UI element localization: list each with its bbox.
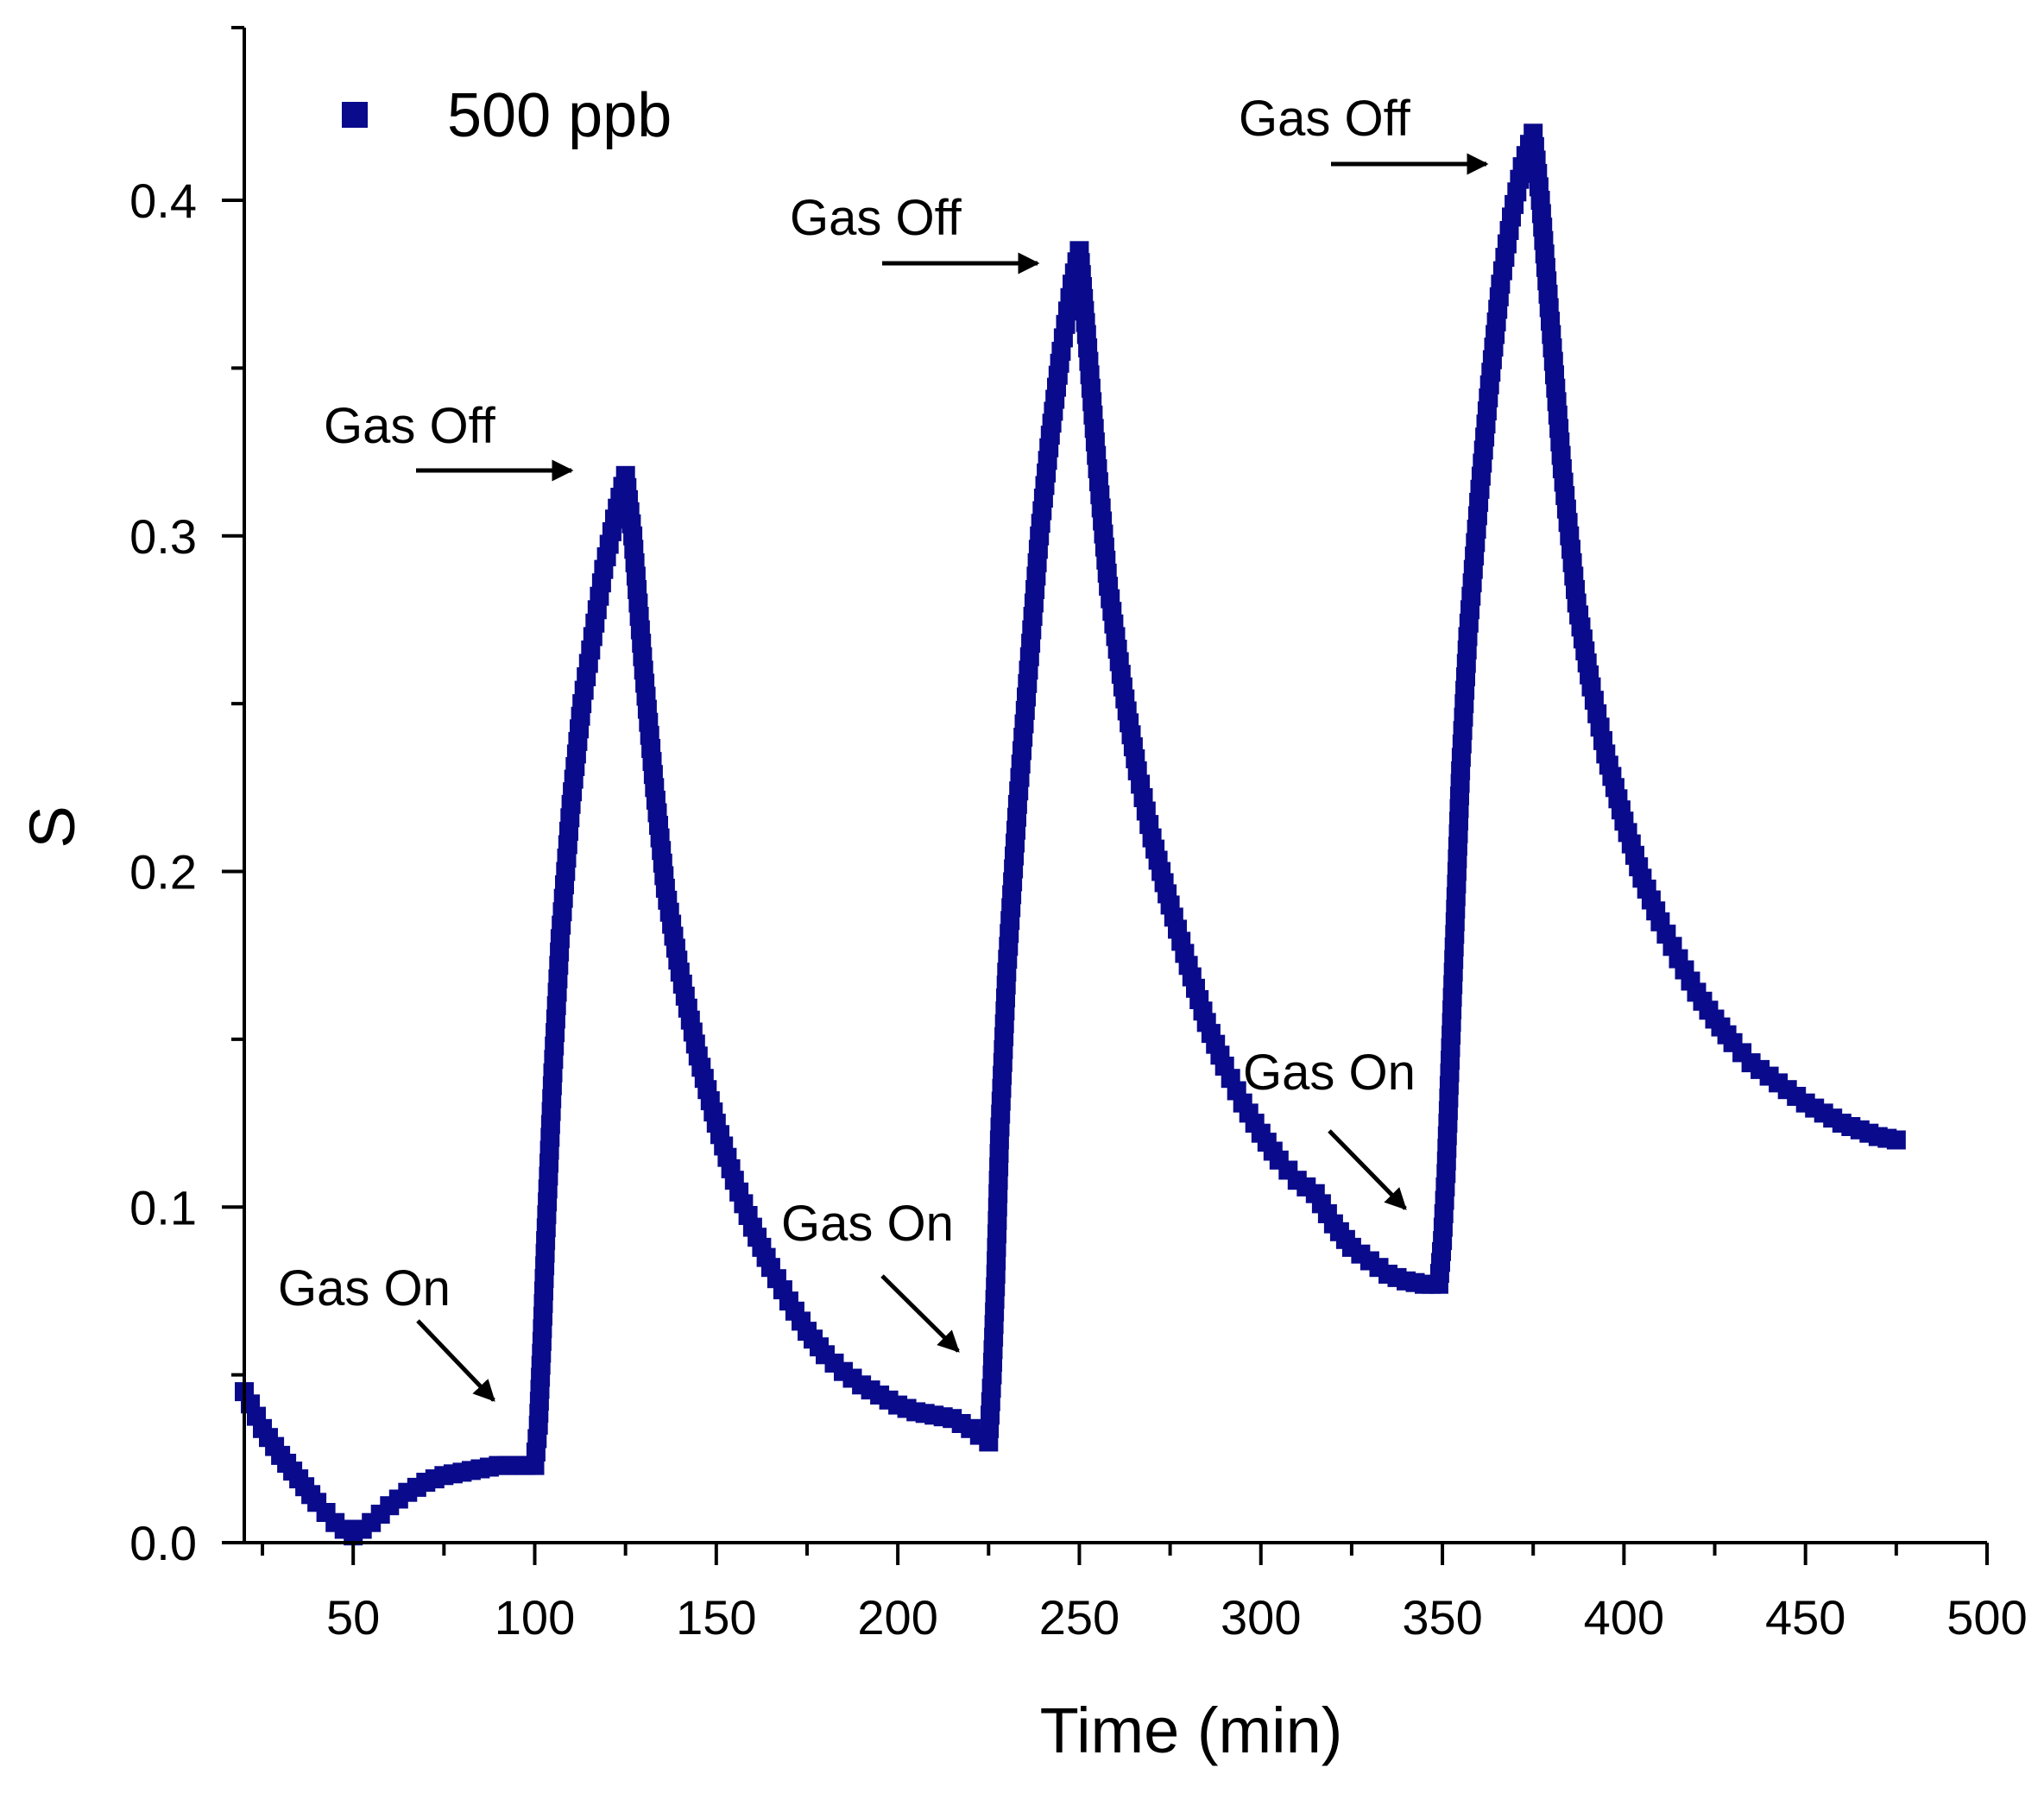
annotation-label: Gas On: [1243, 1045, 1416, 1101]
x-tick-label: 100: [495, 1590, 575, 1645]
x-tick-label: 300: [1221, 1590, 1301, 1645]
y-tick-label: 0.3: [129, 509, 197, 564]
plot-area: [235, 123, 1906, 1546]
y-tick-label: 0.1: [129, 1180, 197, 1234]
y-tick-label: 0.4: [129, 174, 197, 228]
legend-marker: [342, 102, 368, 128]
x-tick-label: 50: [326, 1590, 380, 1645]
annotation-1: Gas Off: [324, 398, 574, 482]
x-tick-label: 150: [676, 1590, 756, 1645]
annotation-5: Gas On: [781, 1196, 960, 1353]
annotations: Gas Off Gas Off Gas Off Gas On Gas On Gas On: [278, 91, 1489, 1402]
annotation-label: Gas Off: [324, 398, 496, 454]
y-tick-label: 0.0: [129, 1516, 197, 1570]
annotation-label: Gas On: [781, 1196, 954, 1252]
annotation-2: Gas Off: [790, 190, 1040, 275]
x-tick-label: 400: [1584, 1590, 1664, 1645]
annotation-3: Gas Off: [1239, 91, 1489, 175]
x-tick-label: 250: [1039, 1590, 1120, 1645]
annotation-label: Gas On: [278, 1260, 451, 1316]
legend: 500 ppb: [342, 81, 672, 150]
x-tick-label: 450: [1765, 1590, 1845, 1645]
x-axis-title: Time (min): [1040, 1695, 1343, 1766]
y-axis-title: S: [16, 805, 88, 848]
annotation-label: Gas Off: [790, 190, 962, 246]
annotation-6: Gas On: [1243, 1045, 1416, 1210]
series-500ppb: [235, 123, 1906, 1546]
x-tick-label: 500: [1946, 1590, 2027, 1645]
x-tick-label: 200: [857, 1590, 937, 1645]
annotation-arrow: [1328, 1129, 1407, 1210]
legend-label: 500 ppb: [447, 81, 672, 150]
annotation-arrow: [880, 1274, 960, 1353]
axes: 50 100 150 200 250 300 350 400 450 500 0.0 0.1 0.2 0.…: [16, 26, 2028, 1766]
y-tick-label: 0.2: [129, 845, 197, 900]
x-tick-label: 350: [1402, 1590, 1482, 1645]
annotation-4: Gas On: [278, 1260, 495, 1402]
data-point: [1886, 1130, 1906, 1150]
annotation-label: Gas Off: [1239, 91, 1411, 147]
annotation-arrow: [416, 1319, 495, 1402]
